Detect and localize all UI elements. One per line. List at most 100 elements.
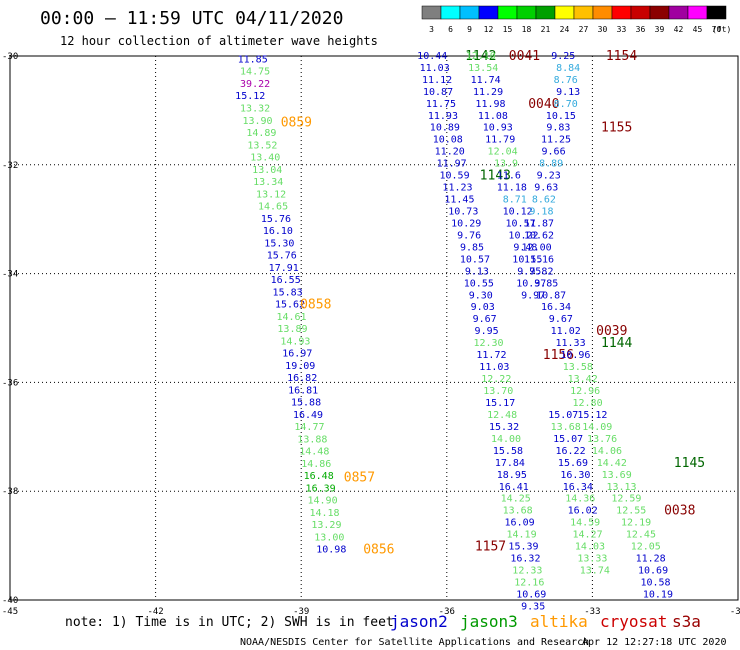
wave-height-value: 16.10 bbox=[263, 226, 293, 237]
wave-height-value: 9.18 bbox=[529, 206, 553, 217]
wave-height-value: 12.00 bbox=[522, 242, 552, 253]
wave-height-value: 9.97 bbox=[521, 290, 545, 301]
wave-height-value: 8.70 bbox=[554, 99, 578, 110]
wave-height-value: 10.96 bbox=[560, 350, 590, 361]
wave-height-value: 14.65 bbox=[258, 202, 288, 213]
wave-height-value: 11.93 bbox=[428, 111, 458, 122]
color-swatch bbox=[649, 5, 670, 20]
color-swatch bbox=[592, 5, 613, 20]
color-swatch bbox=[611, 5, 632, 20]
wave-height-value: 12.48 bbox=[487, 410, 517, 421]
color-swatch bbox=[421, 5, 442, 20]
wave-height-value: 10.73 bbox=[448, 206, 478, 217]
wave-height-value: 12.45 bbox=[626, 530, 656, 541]
legend-note: note: 1) Time is in UTC; 2) SWH is in fe… bbox=[65, 615, 394, 630]
wave-height-value: 18.95 bbox=[497, 470, 527, 481]
wave-height-value: 13.04 bbox=[252, 165, 282, 176]
wave-height-value: 11.23 bbox=[442, 183, 472, 194]
satellite-cryosat: cryosat bbox=[600, 612, 667, 631]
wave-height-value: 16.55 bbox=[271, 275, 301, 286]
wave-height-value: 17.84 bbox=[495, 458, 525, 469]
wave-height-value: 15.88 bbox=[291, 397, 321, 408]
wave-height-value: 10.87 bbox=[536, 290, 566, 301]
pass-time-label: 1155 bbox=[601, 121, 632, 136]
wave-height-tracks: 11.8514.7539.2215.1213.3213.9014.8913.52… bbox=[235, 49, 705, 613]
satellite-legend: jason2 jason3 altika cryosat s3a bbox=[390, 612, 701, 631]
wave-height-value: 13.88 bbox=[297, 434, 327, 445]
wave-height-value: 11.02 bbox=[551, 326, 581, 337]
latitude-tick: -36 bbox=[2, 378, 18, 388]
wave-height-value: 16.41 bbox=[499, 482, 529, 493]
wave-height-value: 10.58 bbox=[640, 578, 670, 589]
wave-height-value: 11.98 bbox=[475, 99, 505, 110]
wave-height-value: 16.22 bbox=[556, 446, 586, 457]
color-scale-label: 39 bbox=[655, 25, 665, 34]
wave-height-value: 13.13 bbox=[606, 482, 636, 493]
wave-height-value: 10.15 bbox=[546, 111, 576, 122]
wave-height-value: 10.69 bbox=[516, 589, 546, 600]
wave-height-value: 9.48 bbox=[513, 242, 537, 253]
wave-height-value: 13.90 bbox=[242, 116, 272, 127]
wave-height-value: 12.80 bbox=[572, 398, 602, 409]
wave-height-value: 12.04 bbox=[488, 147, 518, 158]
wave-height-value: 14.89 bbox=[246, 128, 276, 139]
latitude-tick: -32 bbox=[2, 161, 18, 171]
color-swatch bbox=[440, 5, 461, 20]
color-swatch bbox=[478, 5, 499, 20]
pass-time-label: 0041 bbox=[509, 49, 540, 64]
wave-height-value: 13.34 bbox=[253, 177, 283, 188]
wave-height-value: 9.67 bbox=[473, 314, 497, 325]
pass-time-label: 0039 bbox=[596, 324, 627, 339]
wave-height-value: 9.85 bbox=[460, 242, 484, 253]
wave-height-value: 15.58 bbox=[493, 446, 523, 457]
wave-height-value: 39.22 bbox=[240, 79, 270, 90]
wave-height-value: 10.08 bbox=[433, 135, 463, 146]
color-scale-label: 9 bbox=[467, 25, 472, 34]
pass-time-label: 1145 bbox=[674, 456, 705, 471]
wave-height-value: 14.77 bbox=[294, 422, 324, 433]
wave-height-value: 10.69 bbox=[638, 566, 668, 577]
wave-height-value: 14.27 bbox=[572, 530, 602, 541]
wave-height-value: 9.03 bbox=[471, 302, 495, 313]
wave-height-value: 15.30 bbox=[264, 239, 294, 250]
wave-height-value: 11.87 bbox=[524, 218, 554, 229]
color-scale-label: 45 bbox=[693, 25, 703, 34]
wave-height-value: 11.72 bbox=[476, 350, 506, 361]
pass-time-label: 1156 bbox=[543, 348, 574, 363]
wave-height-value: 10.57 bbox=[506, 218, 536, 229]
wave-height-value: 11.16 bbox=[524, 254, 554, 265]
wave-height-value: 14.42 bbox=[597, 458, 627, 469]
wave-height-value: 9.13 bbox=[465, 266, 489, 277]
wave-height-value: 9.23 bbox=[537, 171, 561, 182]
wave-height-value: 16.02 bbox=[568, 506, 598, 517]
pass-time-label: 0857 bbox=[344, 471, 375, 486]
wave-height-value: 8.71 bbox=[503, 195, 527, 206]
wave-height-value: 13.68 bbox=[503, 506, 533, 517]
color-swatch bbox=[630, 5, 651, 20]
wave-height-value: 14.18 bbox=[309, 508, 339, 519]
wave-height-value: 16.30 bbox=[560, 470, 590, 481]
satellite-s3a: s3a bbox=[672, 612, 701, 631]
color-swatch bbox=[535, 5, 556, 20]
wave-height-value: 16.09 bbox=[505, 518, 535, 529]
latitude-tick: -30 bbox=[2, 52, 18, 62]
wave-height-value: 12.10 bbox=[466, 51, 496, 62]
wave-height-value: 15.12 bbox=[577, 410, 607, 421]
wave-height-value: 8.89 bbox=[539, 159, 563, 170]
color-swatch bbox=[668, 5, 689, 20]
wave-height-value: 17.91 bbox=[269, 263, 299, 274]
pass-time-label: 1142 bbox=[465, 49, 496, 64]
wave-height-value: 13.54 bbox=[468, 63, 498, 74]
pass-time-label: 0856 bbox=[363, 542, 394, 557]
wave-height-value: 11.20 bbox=[435, 147, 465, 158]
wave-height-value: 10.98 bbox=[316, 544, 346, 555]
wave-height-value: 8.76 bbox=[554, 75, 578, 86]
track-1154: 9.258.848.769.138.7010.159.8311.259.668.… bbox=[522, 49, 706, 601]
wave-height-value: 13.9 bbox=[494, 159, 518, 170]
color-scale-label: 12 bbox=[484, 25, 494, 34]
wave-height-value: 16.34 bbox=[563, 482, 593, 493]
wave-height-value: 16.32 bbox=[510, 554, 540, 565]
wave-height-value: 11.79 bbox=[485, 135, 515, 146]
latitude-tick: -38 bbox=[2, 487, 18, 497]
